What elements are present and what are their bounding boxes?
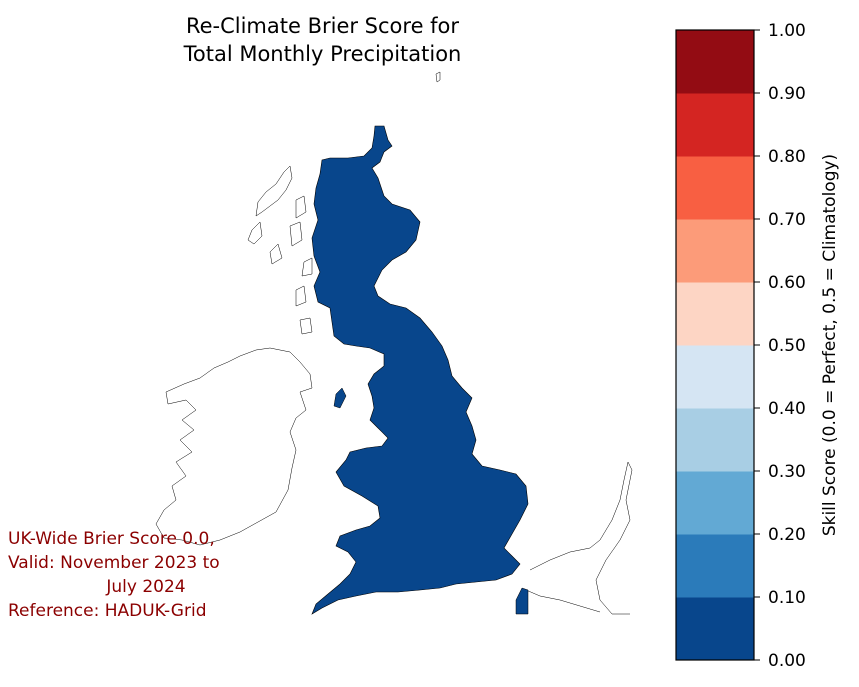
stats-line-2: Valid: November 2023 to [8, 553, 220, 573]
east-fragment-fill [515, 587, 529, 615]
colorbar-tick-label: 0.20 [768, 525, 806, 545]
colorbar-tick-label: 0.30 [768, 462, 806, 482]
colorbar-segment [676, 282, 754, 346]
colorbar-segment [676, 534, 754, 598]
isle-of-man-fill [333, 387, 347, 409]
colorbar-tick-label: 0.60 [768, 273, 806, 293]
colorbar-tick-label: 0.90 [768, 84, 806, 104]
title-line-2: Total Monthly Precipitation [183, 42, 462, 66]
colorbar-tick-label: 0.50 [768, 336, 806, 356]
western-isles-outline [247, 165, 313, 335]
map-title: Re-Climate Brier Score for Total Monthly… [120, 12, 525, 68]
colorbar-segment [676, 156, 754, 220]
continent-outline [525, 461, 633, 615]
colorbar-segment [676, 408, 754, 472]
colorbar-tick-label: 0.40 [768, 399, 806, 419]
great-britain-fill [311, 125, 529, 615]
colorbar-tick-label: 0.80 [768, 147, 806, 167]
stats-line-4: Reference: HADUK-Grid [8, 601, 207, 621]
colorbar-tick-label: 0.10 [768, 588, 806, 608]
colorbar-tick-label: 0.00 [768, 651, 806, 671]
title-line-1: Re-Climate Brier Score for [185, 14, 460, 38]
colorbar-segment [676, 597, 754, 661]
ireland-outline [155, 347, 313, 546]
colorbar-segment [676, 471, 754, 535]
colorbar-tick-label: 1.00 [768, 21, 806, 41]
stats-line-1: UK-Wide Brier Score 0.0, [8, 529, 215, 549]
stats-annotation: UK-Wide Brier Score 0.0, Valid: November… [8, 527, 284, 623]
colorbar-label: Skill Score (0.0 = Perfect, 0.5 = Climat… [820, 153, 840, 537]
colorbar-segment [676, 93, 754, 157]
stats-line-3: July 2024 [106, 577, 186, 597]
colorbar-segment [676, 345, 754, 409]
colorbar-segment [676, 219, 754, 283]
colorbar-segment [676, 30, 754, 94]
colorbar-tick-label: 0.70 [768, 210, 806, 230]
shetland-outline [435, 71, 441, 83]
